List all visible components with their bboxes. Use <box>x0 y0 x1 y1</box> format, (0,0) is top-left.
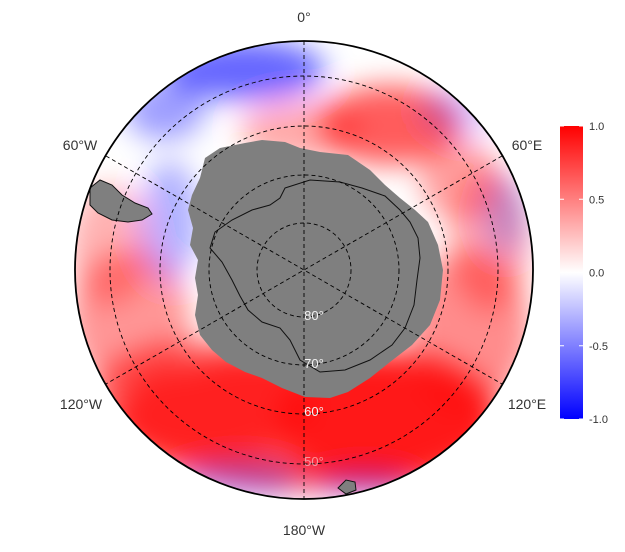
negative-anomaly-region <box>180 460 300 499</box>
lat-label-80: 80° <box>304 308 324 323</box>
meridian-60e-120w <box>105 155 503 385</box>
small-island <box>337 479 357 495</box>
negative-anomaly-region <box>315 470 415 499</box>
negative-anomaly-region <box>420 85 500 135</box>
lon-label-60w: 60°W <box>63 137 98 153</box>
coastline-line <box>209 179 421 373</box>
map-border <box>74 40 534 500</box>
colorbar-tick-label: -0.5 <box>589 341 608 353</box>
lat-label-70: 70° <box>304 356 324 371</box>
positive-anomaly-region <box>420 140 500 220</box>
colorbar-tick-label: -1.0 <box>589 414 608 426</box>
lon-label-0: 0° <box>297 9 310 25</box>
lon-label-60e: 60°E <box>512 137 543 153</box>
lon-label-120e: 120°E <box>508 396 546 412</box>
negative-anomaly-region <box>483 175 527 255</box>
colorbar-tick-label: 0.0 <box>589 268 604 280</box>
colorbar-tick-label: 1.0 <box>589 121 604 133</box>
colorbar-ramp <box>560 126 583 419</box>
negative-anomaly-region <box>140 160 200 280</box>
meridian-60w-120e <box>105 155 503 385</box>
lon-label-120w: 120°W <box>60 396 103 412</box>
lon-label-180w: 180°W <box>283 522 326 538</box>
antarctica-land <box>188 140 443 398</box>
map-disc <box>75 41 533 499</box>
lat-label-50: 50° <box>304 454 324 469</box>
colorbar-tick-label: 0.5 <box>589 194 604 206</box>
lat-label-60: 60° <box>304 404 324 419</box>
south-america-land <box>89 179 153 223</box>
graticule <box>105 41 503 499</box>
colorbar: 1.0 0.5 0.0 -0.5 -1.0 <box>560 121 608 426</box>
